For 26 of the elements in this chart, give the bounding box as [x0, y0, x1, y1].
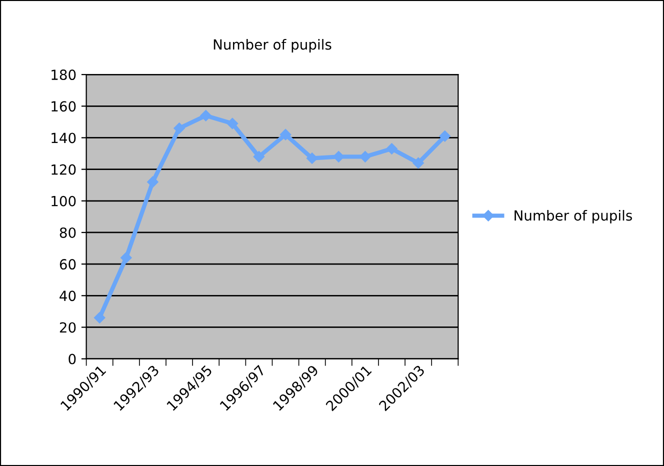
y-tick-label: 80	[60, 227, 76, 238]
point	[253, 151, 265, 162]
y-tick-label: 120	[52, 164, 76, 175]
point	[280, 128, 292, 140]
chart-title: Number of pupils	[214, 39, 332, 52]
point	[360, 151, 371, 162]
y-tick-label: 60	[60, 259, 76, 270]
point	[386, 143, 398, 154]
point	[333, 151, 344, 162]
point	[306, 152, 318, 164]
y-tick-label: 160	[52, 101, 76, 112]
point	[94, 312, 106, 324]
point	[439, 130, 450, 142]
legend-label: Number of pupils	[514, 210, 632, 224]
y-tick-label: 180	[52, 70, 76, 80]
y-tick-label: 20	[60, 322, 76, 333]
y-tick-label: 140	[52, 132, 76, 144]
y-tick-label: 100	[52, 196, 76, 206]
point	[226, 118, 238, 130]
point	[200, 110, 212, 122]
y-tick-label: 0	[68, 354, 76, 364]
point	[120, 252, 132, 264]
point	[147, 176, 158, 188]
y-tick-label: 40	[60, 290, 76, 302]
point	[174, 122, 185, 134]
point	[412, 157, 424, 169]
